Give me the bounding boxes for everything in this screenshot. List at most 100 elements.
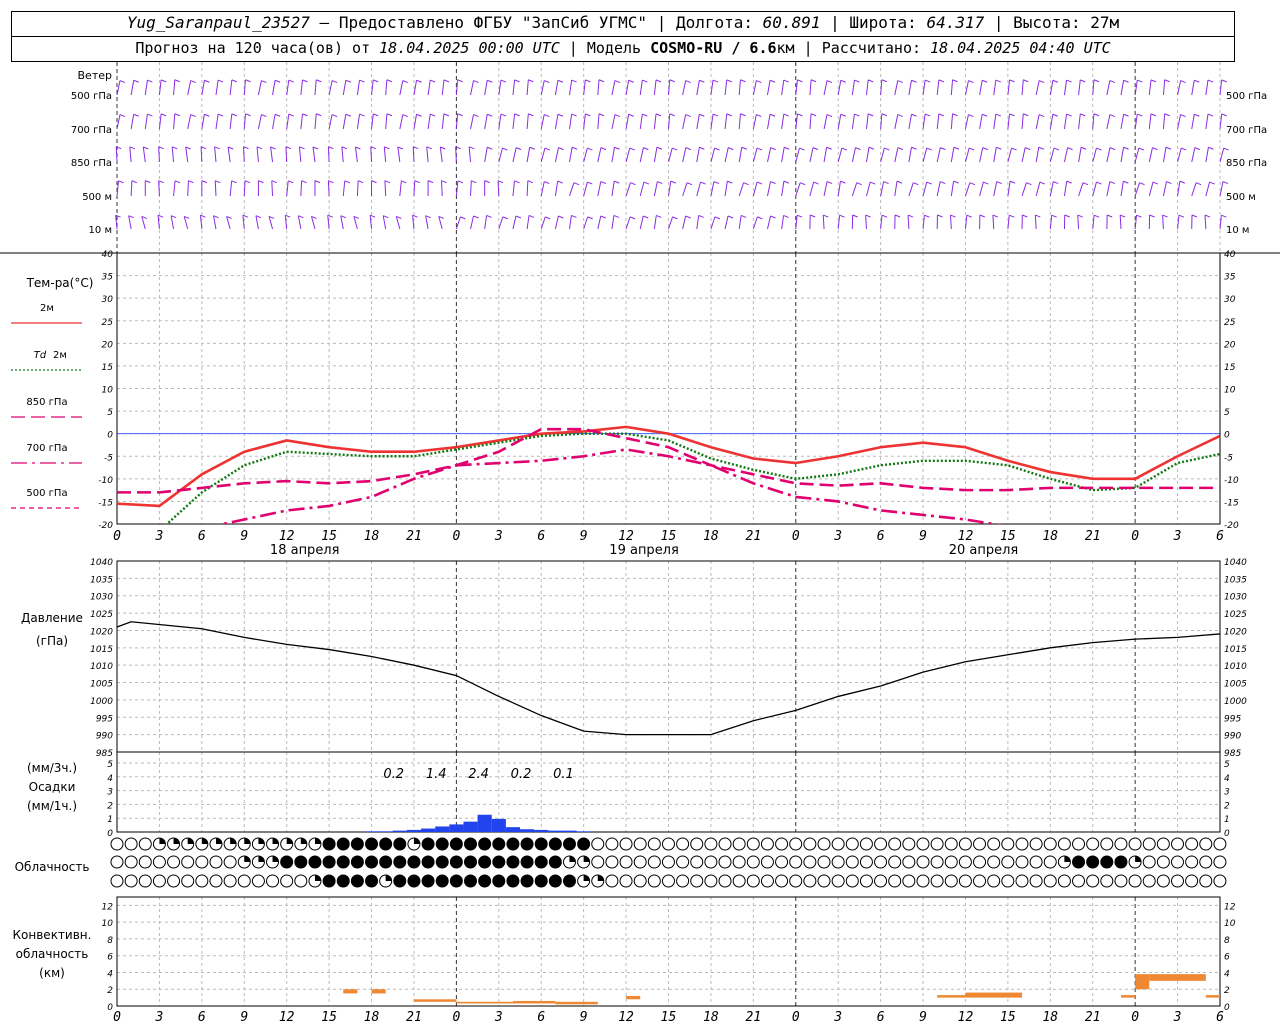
wind-barb-flag — [840, 113, 846, 117]
precip-bar — [548, 830, 563, 832]
wind-barb — [993, 79, 997, 96]
wind-barb-flag — [996, 181, 1002, 184]
wind-barb — [327, 215, 330, 230]
temp-y-tick-label-right: 30 — [1224, 295, 1236, 305]
wind-barb-flag — [416, 113, 422, 117]
cloud-circle — [930, 837, 944, 851]
wind-barb-flag — [502, 216, 508, 220]
hour-tick-label: 9 — [240, 529, 248, 544]
wind-barb — [215, 113, 219, 130]
wind-barb-flag — [141, 215, 147, 219]
wind-barb-flag — [355, 146, 361, 150]
wind-barb-flag — [1109, 114, 1116, 117]
cloud-circle — [746, 874, 760, 888]
wind-barb-flag — [1109, 80, 1116, 83]
conv-y-tick-label: 4 — [107, 969, 113, 979]
cloud-circle — [718, 855, 732, 869]
pres-y-tick-label-right: 1010 — [1224, 662, 1247, 672]
cloud-circle — [223, 874, 237, 888]
wind-barb — [285, 146, 288, 163]
wind-barb-flag — [740, 113, 746, 117]
wind-barb-flag — [201, 180, 208, 184]
wind-barb-flag — [1106, 214, 1113, 218]
wind-barb — [229, 79, 233, 96]
cloud-circle — [548, 874, 562, 888]
wind-barb-flag — [174, 180, 181, 184]
wind-barb — [441, 113, 445, 130]
cloud-symbol — [449, 874, 463, 888]
hour-tick-label: 3 — [155, 1010, 164, 1024]
wind-barb-flag — [1152, 147, 1158, 151]
wind-barb-flag — [160, 79, 167, 83]
conv-y-tick-label-right: 4 — [1224, 969, 1230, 979]
wind-barb-flag — [544, 147, 551, 151]
cloud-symbol — [449, 855, 463, 869]
wind-barb — [1063, 113, 1068, 130]
wind-barb-flag — [969, 182, 976, 186]
wind-barb — [341, 146, 344, 163]
wind-barb-flag — [1191, 214, 1198, 218]
wind-barb-flag — [487, 79, 493, 83]
cloud-circle — [223, 855, 237, 869]
wind-barb — [1148, 79, 1152, 96]
cloud-symbol — [1156, 855, 1170, 869]
cloud-partial-fill — [597, 875, 604, 881]
cloud-circle — [1199, 837, 1213, 851]
cloud-circle — [973, 855, 987, 869]
wind-barb — [298, 146, 302, 163]
wind-barb — [201, 114, 205, 130]
wind-barb — [653, 79, 657, 96]
wind-barb-flag — [686, 182, 693, 186]
cloud-symbol — [308, 855, 322, 869]
cloud-symbol — [1114, 874, 1128, 888]
wind-barb — [540, 80, 545, 96]
wind-barb-flag — [1053, 147, 1060, 151]
wind-barb-flag — [1051, 214, 1057, 218]
cloud-circle — [1114, 837, 1128, 851]
cloud-symbol — [789, 855, 803, 869]
cloud-symbol — [379, 855, 393, 869]
convective-layer-bar — [512, 1000, 556, 1004]
cloud-symbol — [1043, 837, 1057, 851]
hour-tick-label: 18 — [703, 529, 719, 544]
cloud-symbol — [195, 874, 209, 888]
cloud-symbol — [421, 855, 435, 869]
wind-barb-flag — [756, 80, 762, 83]
wind-barb — [1078, 182, 1084, 197]
cloud-partial-fill — [385, 875, 392, 881]
wind-barb-flag — [204, 113, 210, 117]
cloud-circle — [760, 874, 774, 888]
cloud-symbol — [548, 837, 562, 851]
pres-y-tick-label-right: 1015 — [1224, 645, 1247, 655]
wind-barb — [993, 147, 997, 163]
wind-barb — [312, 146, 316, 163]
cloud-circle — [930, 855, 944, 869]
cloud-symbol — [1029, 874, 1043, 888]
wind-barb — [696, 114, 700, 130]
wind-barb-flag — [1180, 80, 1186, 83]
cloud-symbol — [859, 837, 873, 851]
wind-barb-flag — [1096, 181, 1102, 185]
cloud-symbol — [181, 855, 195, 869]
cloud-circle — [350, 837, 364, 851]
wind-barb-flag — [384, 180, 391, 184]
cloud-symbol — [605, 855, 619, 869]
cloud-symbol — [902, 855, 916, 869]
wind-barb-flag — [643, 147, 649, 151]
conv-frame — [116, 896, 1221, 1007]
wind-barb-flag — [1137, 113, 1143, 117]
wind-barb — [569, 113, 573, 130]
cloud-circle — [1086, 874, 1100, 888]
cloud-symbol — [421, 874, 435, 888]
cloud-circle — [152, 855, 166, 869]
wind-barb-flag — [1137, 79, 1143, 83]
wind-barb-flag — [457, 180, 464, 184]
cloud-symbol — [874, 837, 888, 851]
wind-barb — [625, 114, 630, 130]
precip-bar — [534, 829, 549, 832]
temp-y-tick-label-right: -20 — [1224, 521, 1239, 531]
wind-barb-flag — [514, 79, 520, 83]
cloud-symbol — [1185, 874, 1199, 888]
wind-barb — [625, 182, 631, 197]
cloud-circle — [435, 837, 449, 851]
